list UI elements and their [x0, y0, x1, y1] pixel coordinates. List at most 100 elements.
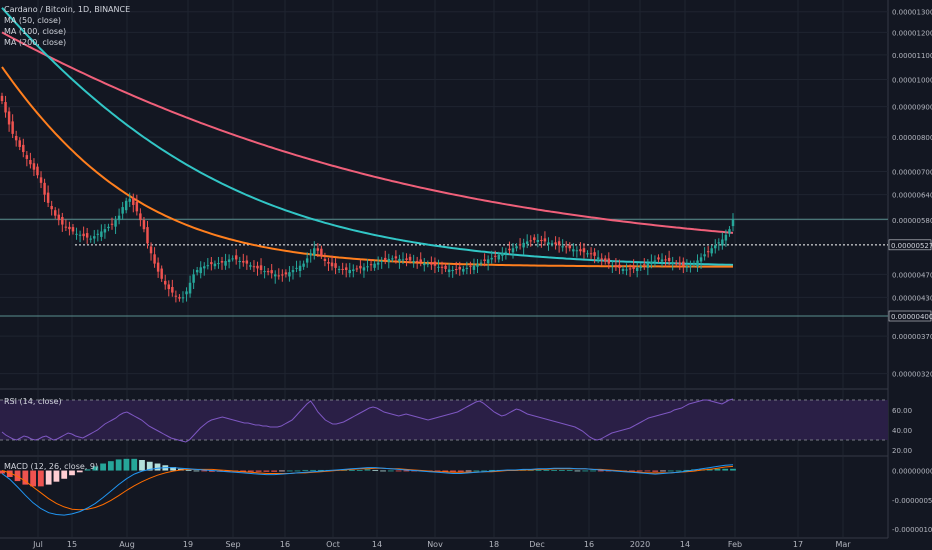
candle-body [68, 226, 71, 230]
candle-body [554, 242, 557, 245]
candle-body [376, 262, 380, 265]
candle-body [330, 262, 334, 267]
candle-body [674, 263, 678, 265]
candle-body [213, 263, 217, 267]
candle-body [217, 263, 220, 265]
candle-body [71, 227, 75, 232]
candle-body [103, 229, 107, 233]
macd-histogram-bar [255, 470, 262, 472]
candle-body [614, 265, 618, 267]
rsi-tick-label: 40.00 [892, 427, 912, 435]
macd-histogram-bar [356, 469, 363, 471]
candle-body [188, 282, 192, 294]
candle-body [731, 219, 735, 227]
candle-body [25, 155, 29, 159]
candle-body [419, 259, 422, 263]
macd-histogram-bar [247, 470, 254, 472]
macd-histogram-bar [403, 470, 410, 472]
macd-histogram-bar [473, 470, 480, 472]
candle-body [160, 268, 163, 279]
rsi-tick-label: 20.00 [892, 447, 912, 455]
macd-histogram-bar [535, 469, 542, 471]
candle-body [426, 263, 430, 265]
candle-body [639, 266, 642, 268]
candle-body [153, 254, 156, 264]
x-tick-label: 17 [793, 540, 803, 549]
macd-histogram-bar [69, 470, 75, 476]
macd-histogram-bar [660, 470, 666, 472]
candle-body [114, 220, 117, 227]
candle-body [699, 257, 703, 262]
rsi-pane: 60.00 40.00 20.00 [0, 398, 912, 455]
macd-pane-label[interactable]: MACD (12, 26, close, 9) [4, 462, 99, 471]
candle-body [14, 135, 18, 141]
rsi-pane-label[interactable]: RSI (14, close) [4, 397, 62, 406]
candle-body [408, 256, 412, 261]
candle-body [706, 251, 710, 253]
macd-histogram-bar [387, 470, 394, 472]
candle-body [643, 264, 646, 266]
macd-histogram-bar [100, 463, 106, 471]
macd-histogram-bar [364, 469, 371, 471]
candle-body [284, 272, 288, 275]
y-tick-label: 0.00001100 [892, 52, 932, 60]
candle-body [444, 265, 447, 269]
candle-body [274, 274, 277, 277]
candle-body [78, 234, 82, 236]
x-tick-label: 15 [67, 540, 77, 549]
candle-body [387, 258, 391, 263]
macd-histogram-bar [115, 459, 122, 471]
candle-body [714, 245, 717, 249]
candle-body [39, 177, 43, 183]
candle-body [635, 267, 639, 272]
candle-body [682, 261, 685, 266]
candle-body [245, 260, 249, 264]
legend-ma100[interactable]: MA (100, close) [4, 27, 67, 36]
candle-body [501, 253, 504, 256]
macd-histogram-bar [551, 469, 558, 471]
macd-histogram-bar [0, 470, 5, 474]
legend-ma200[interactable]: MA (200, close) [4, 38, 67, 47]
candle-body [366, 266, 369, 268]
candle-body [256, 265, 259, 269]
candle-body [309, 253, 312, 256]
candle-body [281, 274, 284, 276]
candle-body [167, 284, 171, 290]
candle-body [660, 259, 664, 262]
price-pane: 0.00001300 0.00001200 0.00001100 0.00001000… [0, 7, 932, 379]
macd-histogram-bar [457, 470, 464, 472]
candle-body [454, 268, 458, 271]
rsi-band [0, 400, 888, 440]
macd-histogram-bar [294, 470, 301, 472]
candle-body [415, 260, 419, 262]
candle-body [277, 275, 281, 277]
candle-body [320, 248, 323, 256]
candle-body [135, 201, 139, 212]
candle-body [380, 260, 383, 262]
x-tick-label: Feb [728, 540, 742, 549]
candle-body [710, 248, 713, 254]
candle-body [171, 287, 174, 293]
y-tick-label: 0.00000470 [892, 271, 932, 279]
candle-body [497, 254, 501, 260]
candle-body [611, 265, 614, 267]
candle-body [685, 266, 689, 268]
macd-histogram-bar [465, 470, 472, 472]
candle-body [291, 270, 295, 273]
macd-histogram-bar [286, 470, 293, 472]
candle-body [536, 239, 540, 243]
candle-body [32, 163, 36, 170]
candle-body [458, 266, 461, 270]
macd-histogram-bar [722, 468, 729, 471]
candle-body [362, 267, 366, 271]
y-tick-label: 0.00000320 [892, 371, 932, 379]
legend-ma50[interactable]: MA (50, close) [4, 16, 62, 25]
candle-body [259, 265, 263, 271]
candle-body [313, 248, 316, 256]
candle-body [163, 280, 167, 285]
candle-body [355, 268, 359, 270]
macd-histogram-bar [53, 470, 60, 482]
x-tick-label: Nov [427, 540, 443, 549]
candle-body [139, 213, 142, 221]
